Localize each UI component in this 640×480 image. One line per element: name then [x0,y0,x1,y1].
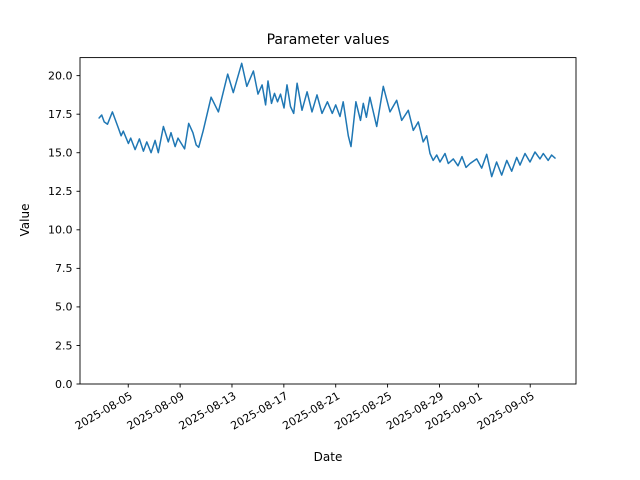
x-axis-label: Date [313,450,343,464]
x-tick-label: 2025-08-05 [73,389,135,432]
x-tick-label: 2025-08-13 [177,389,239,432]
chart-title: Parameter values [266,32,390,48]
y-tick-label: 20.0 [48,69,73,82]
x-tick-label: 2025-08-09 [125,389,187,432]
x-tick-label: 2025-08-21 [280,389,342,432]
x-tick-label: 2025-08-17 [228,389,290,432]
x-tick-label: 2025-09-05 [475,389,537,432]
y-tick-label: 0.0 [55,378,73,391]
y-tick-label: 17.5 [48,108,73,121]
y-tick-label: 12.5 [48,185,73,198]
data-line-series [98,62,556,178]
y-tick-label: 5.0 [55,301,73,314]
y-tick-label: 2.5 [55,339,73,352]
x-tick-label: 2025-08-25 [332,389,394,432]
axes-box [79,57,577,385]
y-tick-label: 7.5 [55,262,73,275]
y-tick-label: 15.0 [48,147,73,160]
y-tick-label: 10.0 [48,224,73,237]
